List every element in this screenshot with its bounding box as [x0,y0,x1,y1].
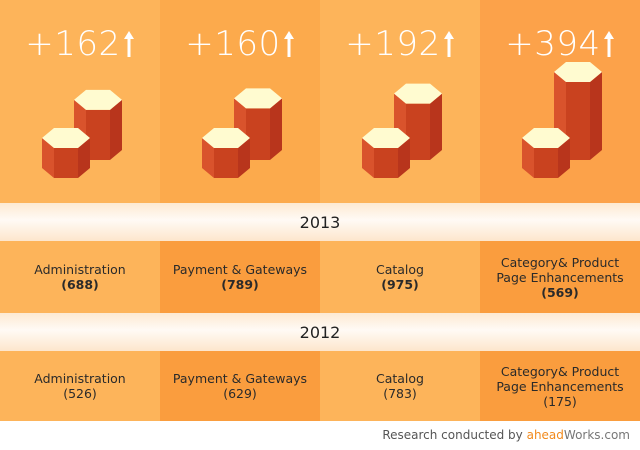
category-cell: Category& Product Page Enhancements (175… [480,351,640,421]
category-count: (569) [541,284,579,300]
category-cell: Administration (526) [0,351,160,421]
growth-column-administration: +162 [0,0,160,203]
prism-left-face [42,138,54,178]
prism-front-face [374,148,398,178]
up-arrow-icon [603,30,614,57]
up-arrow-icon [283,30,294,57]
growth-delta: +160 [160,22,320,64]
category-name: Category& Product Page Enhancements [496,363,624,394]
prism-top-face [202,128,250,148]
brand-name-ahead: ahead [526,428,564,442]
category-name: Catalog [375,262,424,277]
brand-name-works: Works.com [563,428,630,442]
category-cell: Payment & Gateways (789) [160,241,320,313]
year-band-2013: 2013 [0,203,640,241]
growth-delta-value: +192 [345,23,441,64]
prism-top-face [394,83,442,104]
year-band-2012: 2012 [0,313,640,351]
prism-right-face [110,99,122,160]
prism-right-face [590,72,602,160]
prism-top-face [362,128,410,148]
growth-delta: +192 [320,22,480,64]
category-count: (526) [63,386,97,401]
category-name: Payment & Gateways [172,371,308,386]
hexagon-blocks-icon [362,83,442,178]
category-name: Administration [34,262,126,277]
up-arrow-icon [123,30,134,57]
category-cell: Catalog (975) [320,241,480,313]
growth-delta-value: +162 [25,23,121,64]
prism-right-face [270,98,282,160]
growth-delta-value: +394 [505,23,601,64]
prism-top-face [234,88,282,109]
prism-right-face [430,93,442,160]
category-cell: Category& Product Page Enhancements (569… [480,241,640,313]
hexagon-blocks-icon [202,88,282,178]
year-label: 2012 [299,322,341,342]
year-row-2012: Administration (526) Payment & Gateways … [0,351,640,421]
prism-front-face [406,103,430,160]
growth-delta-value: +160 [185,23,281,64]
prism-front-face [566,82,590,160]
category-name: Catalog [375,371,424,386]
prism-top-face [74,89,122,110]
category-cell: Catalog (783) [320,351,480,421]
prism-right-face [78,138,90,178]
credit-prefix: Research conducted by [382,428,527,442]
prism-top-face [554,62,602,82]
category-cell: Administration (688) [0,241,160,313]
prism-right-face [558,138,570,178]
growth-delta: +394 [480,22,640,64]
footer: Research conducted by aheadWorks.com [0,421,640,450]
prism-front-face [214,148,238,178]
prism-front-face [534,148,558,178]
category-count: (975) [381,277,419,292]
prism-front-face [246,108,270,160]
prism-top-face [42,128,90,148]
growth-column-catalog: +192 [320,0,480,203]
category-count: (783) [383,386,417,401]
prism-right-face [238,138,250,178]
hexagon-blocks-icon [42,89,122,178]
growth-column-category-product: +394 [480,0,640,203]
prism-left-face [202,138,214,178]
growth-delta: +162 [0,22,160,64]
category-count: (789) [221,277,259,292]
prism-left-face [362,138,374,178]
prism-front-face [54,148,78,178]
year-label: 2013 [299,212,341,232]
category-name: Payment & Gateways [172,262,308,277]
hexagon-blocks-icon [522,62,602,178]
category-cell: Payment & Gateways (629) [160,351,320,421]
growth-column-payment-gateways: +160 [160,0,320,203]
category-count: (688) [61,277,99,292]
category-count: (175) [543,393,577,409]
prism-top-face [522,128,570,148]
up-arrow-icon [443,30,454,57]
research-credit: Research conducted by aheadWorks.com [382,428,630,442]
category-name: Category& Product Page Enhancements [496,254,624,285]
category-count: (629) [223,386,257,401]
prism-front-face [86,109,110,160]
prism-right-face [398,138,410,178]
growth-panel: +162 +160 +192 +394 [0,0,640,203]
prism-left-face [522,138,534,178]
year-row-2013: Administration (688) Payment & Gateways … [0,241,640,313]
category-name: Administration [34,371,126,386]
